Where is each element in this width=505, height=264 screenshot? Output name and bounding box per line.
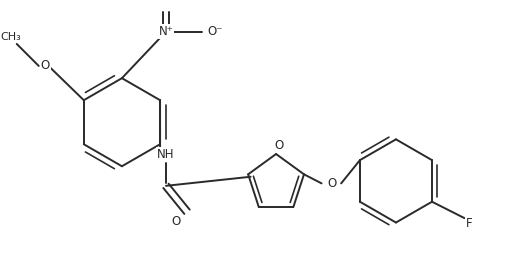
Text: O: O <box>328 177 337 190</box>
Text: CH₃: CH₃ <box>1 32 21 41</box>
Text: F: F <box>466 218 473 230</box>
Text: O: O <box>274 139 283 152</box>
Text: N⁺: N⁺ <box>159 25 173 38</box>
Text: O⁻: O⁻ <box>208 25 223 38</box>
Text: O: O <box>40 59 49 72</box>
Text: NH: NH <box>157 148 175 161</box>
Text: O: O <box>171 215 181 228</box>
